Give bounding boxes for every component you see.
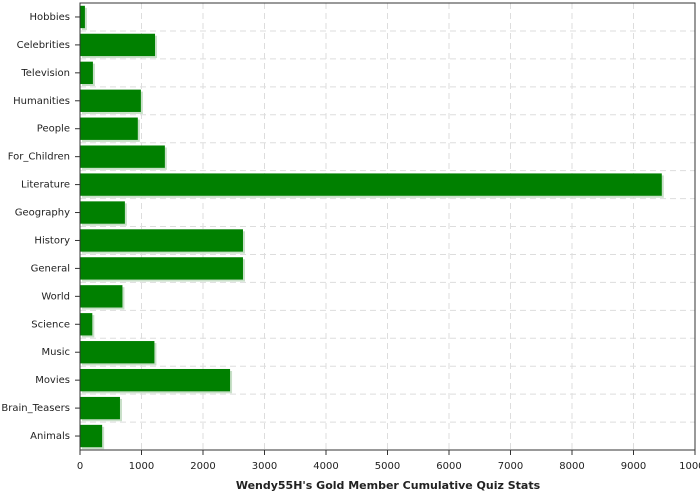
y-tick-label: World <box>41 291 70 302</box>
plot-border <box>79 2 696 451</box>
y-tick-label: General <box>31 263 70 274</box>
y-tick-label: Hobbies <box>30 12 70 23</box>
bar <box>80 173 662 196</box>
bar <box>80 5 85 29</box>
bar <box>80 368 231 392</box>
y-tick-label: History <box>34 235 70 246</box>
bar <box>80 201 125 224</box>
y-tick-label: Animals <box>30 431 70 442</box>
y-tick-label: Humanities <box>13 96 70 107</box>
bar <box>80 89 141 112</box>
y-tick-label: For_Children <box>8 152 70 163</box>
bar <box>80 424 103 448</box>
y-tick-label: Celebrities <box>17 40 70 51</box>
x-tick-label: 4000 <box>313 461 338 472</box>
x-tick-label: 1000 <box>129 461 154 472</box>
y-tick-label: People <box>37 124 70 135</box>
x-tick-label: 3000 <box>252 461 277 472</box>
x-tick-label: 2000 <box>190 461 215 472</box>
y-tick-label: Movies <box>35 375 70 386</box>
y-tick-label: Music <box>42 347 70 358</box>
y-tick-label: Television <box>20 68 70 79</box>
y-tick-label: Brain_Teasers <box>1 403 70 414</box>
bar <box>80 396 120 420</box>
x-tick-label: 5000 <box>375 461 400 472</box>
bar <box>80 285 123 308</box>
bar <box>80 33 156 57</box>
x-tick-label: 0 <box>77 461 83 472</box>
x-tick-label: 7000 <box>498 461 523 472</box>
bar <box>80 257 243 280</box>
bar <box>80 117 138 140</box>
bar <box>80 61 93 85</box>
bar <box>80 229 243 252</box>
bar <box>80 145 165 168</box>
x-tick-label: 8000 <box>559 461 584 472</box>
y-tick-label: Literature <box>21 180 70 191</box>
bar <box>80 313 93 336</box>
bar <box>80 341 155 364</box>
y-tick-label: Science <box>31 319 70 330</box>
y-tick-label: Geography <box>15 208 70 219</box>
x-axis-label: Wendy55H's Gold Member Cumulative Quiz S… <box>236 479 541 492</box>
x-tick-label: 9000 <box>621 461 646 472</box>
x-tick-label: 6000 <box>436 461 461 472</box>
x-tick-label: 10000 <box>679 461 700 472</box>
